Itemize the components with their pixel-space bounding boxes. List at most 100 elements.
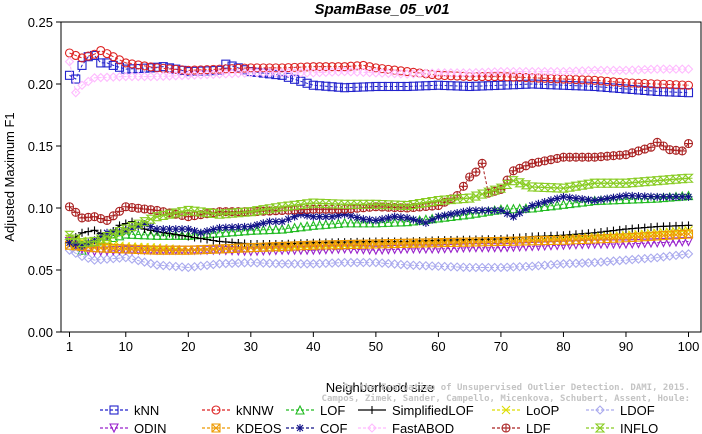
data-point-odin xyxy=(602,239,613,250)
data-point-ldof xyxy=(471,262,481,273)
data-point-knn xyxy=(683,88,694,98)
data-point-simplifiedlof xyxy=(90,226,99,235)
data-point-knn xyxy=(602,82,612,93)
data-point-odin xyxy=(395,244,406,255)
data-point-cof xyxy=(265,217,274,226)
data-point-knnw xyxy=(246,63,256,73)
data-point-inflo xyxy=(464,193,475,203)
data-point-odin xyxy=(308,245,319,256)
legend-item-odin: ODIN xyxy=(100,421,167,434)
data-point-odin xyxy=(571,240,581,250)
data-point-knn xyxy=(640,85,650,95)
data-point-knnw xyxy=(546,73,556,84)
data-point-cof xyxy=(428,215,437,224)
series-knn xyxy=(64,50,694,98)
data-point-knn xyxy=(546,80,556,90)
legend-marker xyxy=(109,405,119,415)
data-point-knn xyxy=(283,72,293,82)
data-point-knn xyxy=(427,80,437,91)
data-point-knn xyxy=(458,81,468,91)
data-point-ldof xyxy=(364,257,375,268)
data-point-lof xyxy=(345,217,356,228)
data-point-inflo xyxy=(276,202,288,212)
data-point-ldf xyxy=(102,215,112,225)
data-point-fastabod xyxy=(277,68,287,78)
legend-label: kNN xyxy=(134,403,159,418)
data-point-cof xyxy=(303,211,312,220)
data-point-lof xyxy=(320,219,331,229)
data-point-fastabod xyxy=(252,68,262,78)
data-point-knnw xyxy=(683,80,694,90)
data-point-inflo xyxy=(483,187,494,197)
data-point-simplifiedlof xyxy=(203,235,212,244)
data-point-cof xyxy=(640,192,649,201)
data-point-odin xyxy=(683,236,694,247)
data-point-knnw xyxy=(590,75,600,85)
data-point-knnw xyxy=(290,62,300,72)
data-point-inflo xyxy=(195,207,207,217)
x-tick-label: 1 xyxy=(66,339,73,354)
data-point-cof xyxy=(646,192,655,201)
data-point-knnw xyxy=(308,62,318,72)
y-tick-label: 0.25 xyxy=(28,15,53,30)
data-point-fastabod xyxy=(539,66,550,77)
y-tick-label: 0.00 xyxy=(28,325,53,340)
legend-item-kdeos: KDEOS xyxy=(202,421,282,434)
data-point-knnw xyxy=(258,63,268,73)
data-point-odin xyxy=(383,245,394,255)
data-point-inflo xyxy=(489,185,500,195)
data-point-ldof xyxy=(277,259,287,269)
data-point-fastabod xyxy=(70,87,81,98)
data-point-cof xyxy=(184,225,193,234)
data-point-cof xyxy=(503,209,512,218)
data-point-ldf xyxy=(683,138,694,149)
data-point-knnw xyxy=(271,63,281,73)
data-point-cof xyxy=(134,222,143,231)
data-point-inflo xyxy=(114,227,125,237)
data-point-odin xyxy=(627,239,638,249)
data-point-knnw xyxy=(390,65,400,75)
data-point-fastabod xyxy=(271,68,281,78)
data-point-fastabod xyxy=(533,66,544,77)
legend-label: LDOF xyxy=(620,403,655,418)
data-point-cof xyxy=(659,192,668,201)
data-point-cof xyxy=(584,195,593,204)
data-point-inflo xyxy=(558,183,569,193)
data-point-fastabod xyxy=(396,69,406,79)
data-point-ldf xyxy=(471,167,481,177)
data-point-knn xyxy=(365,82,375,92)
data-point-ldof xyxy=(346,257,356,268)
data-point-fastabod xyxy=(77,80,87,91)
data-point-knn xyxy=(671,87,681,97)
data-point-cof xyxy=(109,227,118,236)
data-point-knn xyxy=(71,74,81,84)
data-point-cof xyxy=(278,217,287,226)
data-point-ldf xyxy=(64,202,75,212)
data-point-odin xyxy=(527,241,538,252)
data-point-knnw xyxy=(671,80,681,90)
x-tick-label: 50 xyxy=(369,339,383,354)
data-point-odin xyxy=(402,244,413,255)
data-point-lof xyxy=(564,198,575,209)
data-point-odin xyxy=(521,242,531,252)
legend-label: KDEOS xyxy=(236,421,282,434)
data-point-knnw xyxy=(371,63,381,73)
data-point-cof xyxy=(496,206,505,215)
data-point-ldof xyxy=(246,257,256,268)
data-point-cof xyxy=(578,195,587,204)
data-point-inflo xyxy=(401,200,413,211)
data-point-cof xyxy=(78,241,87,250)
data-point-odin xyxy=(546,241,556,251)
data-point-fastabod xyxy=(446,68,456,78)
data-point-cof xyxy=(171,225,180,234)
legend-item-ldof: LDOF xyxy=(586,403,655,418)
data-point-fastabod xyxy=(302,68,312,78)
x-tick-label: 70 xyxy=(494,339,508,354)
x-tick-label: 80 xyxy=(556,339,570,354)
data-point-ldof xyxy=(146,258,156,269)
data-point-cof xyxy=(465,206,474,215)
data-point-knn xyxy=(627,84,637,95)
data-point-cof xyxy=(440,211,449,220)
data-point-lof xyxy=(152,230,162,240)
data-point-cof xyxy=(484,206,493,215)
